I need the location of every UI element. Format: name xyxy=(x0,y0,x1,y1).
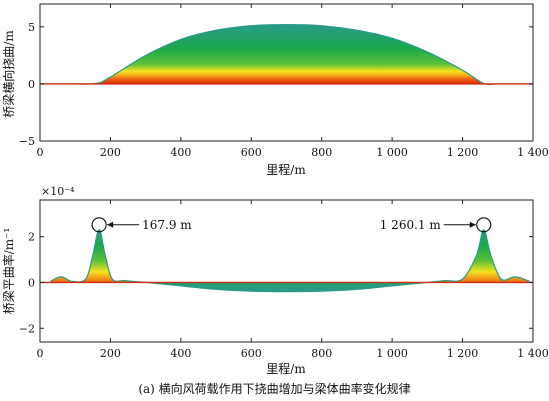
top-xlabel: 里程/m xyxy=(266,162,306,177)
x-tick-label: 400 xyxy=(170,347,191,360)
x-tick-label: 0 xyxy=(37,347,44,360)
top-plot-area xyxy=(40,23,533,86)
positive-area xyxy=(76,24,486,84)
series-line xyxy=(50,229,530,293)
bottom-plot-area xyxy=(40,229,533,293)
x-tick-label: 1 000 xyxy=(376,146,408,159)
x-tick-label: 200 xyxy=(100,146,121,159)
chart-top: 0 200 400 600 800 1 000 1 200 1 400−505 里程/m 桥梁… xyxy=(1,3,549,177)
x-tick-label: 800 xyxy=(311,347,332,360)
chart-bottom: 0 200 400 600 800 1 000 1 200 1 400−202 167.9 m… xyxy=(1,185,549,376)
y-tick-label: 0 xyxy=(28,78,35,91)
x-tick-label: 200 xyxy=(100,347,121,360)
bottom-xlabel: 里程/m xyxy=(266,361,306,376)
y-tick-label: 5 xyxy=(28,21,35,34)
figure-caption: (a) 横向风荷载作用下挠曲增加与梁体曲率变化规律 xyxy=(138,382,411,396)
x-tick-label: 1 200 xyxy=(447,146,479,159)
bottom-plot-frame xyxy=(39,199,534,343)
bottom-annotations: 167.9 m 1 260.1 m xyxy=(91,217,492,233)
peak-marker-circle xyxy=(476,217,492,233)
x-tick-label: 600 xyxy=(241,347,262,360)
series-line xyxy=(40,23,533,86)
x-tick-label: 800 xyxy=(311,146,332,159)
x-tick-label: 1 000 xyxy=(376,347,408,360)
bottom-ticks: 0 200 400 600 800 1 000 1 200 1 400−202 xyxy=(19,200,549,360)
y-tick-label: 2 xyxy=(28,231,35,244)
x-tick-label: 1 400 xyxy=(517,347,549,360)
x-tick-label: 400 xyxy=(170,146,191,159)
y-tick-label: 0 xyxy=(28,276,35,289)
annotation-arrowhead xyxy=(469,221,476,228)
top-plot-frame xyxy=(39,3,534,142)
peak-annotation-label: 167.9 m xyxy=(142,218,192,232)
x-tick-label: 600 xyxy=(241,146,262,159)
y-tick-label: −2 xyxy=(19,322,35,335)
y-tick-label: −5 xyxy=(19,135,35,148)
x-tick-label: 1 200 xyxy=(447,347,479,360)
x-tick-label: 1 400 xyxy=(517,146,549,159)
bottom-ylabel: 桥梁平曲率/m⁻¹ xyxy=(1,228,16,315)
x-tick-label: 0 xyxy=(37,146,44,159)
peak-marker-circle xyxy=(91,217,107,233)
annotation-arrowhead xyxy=(107,221,114,228)
top-ticks: 0 200 400 600 800 1 000 1 200 1 400−505 xyxy=(19,4,549,159)
bottom-y-multiplier: ×10⁻⁴ xyxy=(41,185,75,198)
top-ylabel: 桥梁横向挠曲/m xyxy=(1,30,16,118)
peak-annotation-label: 1 260.1 m xyxy=(380,218,442,232)
